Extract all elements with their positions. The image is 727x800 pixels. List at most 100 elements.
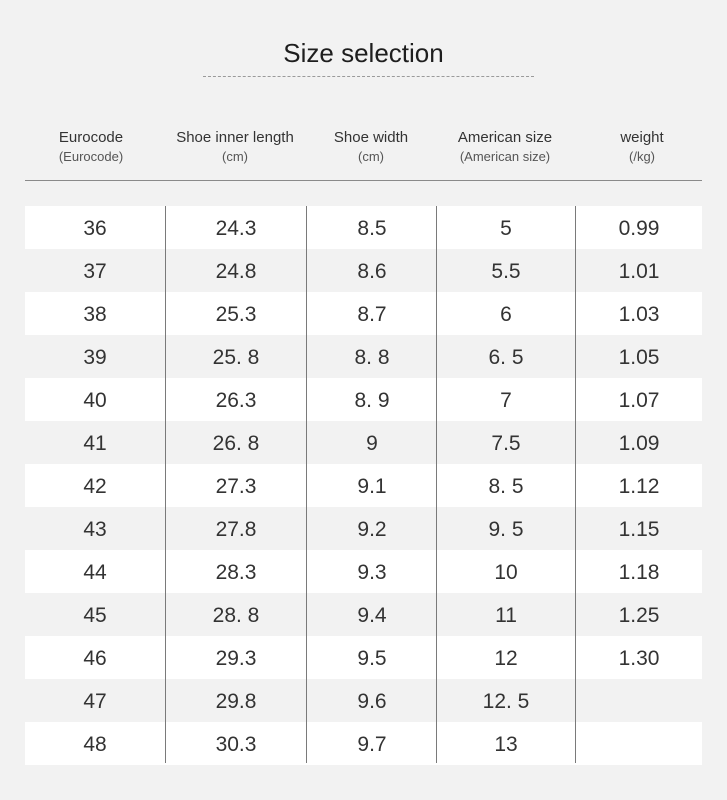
- shoe-width-cell: 9.5: [357, 647, 387, 670]
- table-header: Eurocode (Eurocode) Shoe inner length (c…: [25, 128, 702, 172]
- eurocode-cell: 46: [83, 647, 107, 670]
- eurocode-cell: 47: [83, 690, 107, 713]
- table-row: 40 26.3 8. 9 7 1.07: [25, 378, 702, 421]
- inner-length-cell: 28. 8: [212, 604, 260, 627]
- american-size-cell: 7: [500, 389, 512, 412]
- inner-length-cell: 26. 8: [212, 432, 260, 455]
- header-weight-label: weight: [620, 129, 664, 146]
- eurocode-cell: 40: [83, 389, 107, 412]
- weight-cell: [576, 722, 702, 765]
- american-size-cell: 12: [494, 647, 518, 670]
- column-divider: [306, 206, 307, 763]
- header-eurocode: Eurocode (Eurocode): [25, 128, 157, 166]
- table-row: 48 30.3 9.7 13: [25, 722, 702, 765]
- inner-length-cell: 24.3: [215, 217, 257, 240]
- table-row: 41 26. 8 9 7.5 1.09: [25, 421, 702, 464]
- inner-length-cell: 24.8: [215, 260, 257, 283]
- eurocode-cell: 36: [83, 217, 107, 240]
- table-row: 36 24.3 8.5 5 0.99: [25, 206, 702, 249]
- header-american-size: American size (American size): [436, 128, 574, 166]
- column-divider: [575, 206, 576, 763]
- size-table: 36 24.3 8.5 5 0.99 37 24.8 8.6 5.5 1.01 38 25.3 8.7 6…: [25, 206, 702, 765]
- american-size-cell: 12. 5: [482, 690, 530, 713]
- table-row: 37 24.8 8.6 5.5 1.01: [25, 249, 702, 292]
- eurocode-cell: 39: [83, 346, 107, 369]
- title-divider: [203, 76, 534, 77]
- weight-cell: 1.09: [618, 432, 660, 455]
- header-eurocode-sub: (Eurocode): [58, 149, 124, 164]
- header-american-size-label: American size: [457, 129, 553, 146]
- column-divider: [165, 206, 166, 763]
- inner-length-cell: 25. 8: [212, 346, 260, 369]
- eurocode-cell: 44: [83, 561, 107, 584]
- shoe-width-cell: 8.5: [357, 217, 387, 240]
- eurocode-cell: 41: [83, 432, 107, 455]
- weight-cell: 0.99: [618, 217, 660, 240]
- eurocode-cell: 37: [83, 260, 107, 283]
- american-size-cell: 9. 5: [488, 518, 524, 541]
- header-shoe-width: Shoe width (cm): [306, 128, 436, 166]
- weight-cell: 1.30: [618, 647, 660, 670]
- eurocode-cell: 42: [83, 475, 107, 498]
- weight-cell: 1.18: [618, 561, 660, 584]
- american-size-cell: 5.5: [491, 260, 521, 283]
- weight-cell: 1.05: [618, 346, 660, 369]
- page-title: Size selection: [283, 38, 444, 68]
- shoe-width-cell: 9: [366, 432, 378, 455]
- inner-length-cell: 27.8: [215, 518, 257, 541]
- inner-length-cell: 25.3: [215, 303, 257, 326]
- column-divider: [436, 206, 437, 763]
- shoe-width-cell: 9.3: [357, 561, 387, 584]
- table-row: 39 25. 8 8. 8 6. 5 1.05: [25, 335, 702, 378]
- header-weight-sub: (/kg): [629, 149, 655, 164]
- table-row: 38 25.3 8.7 6 1.03: [25, 292, 702, 335]
- table-row: 42 27.3 9.1 8. 5 1.12: [25, 464, 702, 507]
- weight-cell: 1.07: [618, 389, 660, 412]
- header-inner-length-label: Shoe inner length: [176, 129, 294, 146]
- inner-length-cell: 28.3: [215, 561, 257, 584]
- header-shoe-width-sub: (cm): [358, 149, 384, 164]
- header-divider: [25, 180, 702, 181]
- eurocode-cell: 38: [83, 303, 107, 326]
- american-size-cell: 11: [495, 604, 517, 627]
- shoe-width-cell: 9.2: [357, 518, 387, 541]
- inner-length-cell: 27.3: [215, 475, 257, 498]
- american-size-cell: 6: [500, 303, 512, 326]
- american-size-cell: 10: [494, 561, 518, 584]
- weight-cell: 1.25: [618, 604, 660, 627]
- header-inner-length: Shoe inner length (cm): [165, 128, 305, 166]
- shoe-width-cell: 9.1: [357, 475, 387, 498]
- header-eurocode-label: Eurocode: [58, 129, 124, 146]
- header-weight: weight (/kg): [575, 128, 709, 166]
- american-size-cell: 8. 5: [488, 475, 524, 498]
- shoe-width-cell: 8. 8: [354, 346, 390, 369]
- american-size-cell: 6. 5: [488, 346, 524, 369]
- inner-length-cell: 30.3: [215, 733, 257, 756]
- table-row: 43 27.8 9.2 9. 5 1.15: [25, 507, 702, 550]
- header-american-size-sub: (American size): [459, 149, 551, 164]
- inner-length-cell: 26.3: [215, 389, 257, 412]
- weight-cell: 1.01: [618, 260, 660, 283]
- american-size-cell: 13: [494, 733, 518, 756]
- shoe-width-cell: 8.7: [357, 303, 387, 326]
- weight-cell: 1.03: [618, 303, 660, 326]
- weight-cell: 1.15: [618, 518, 660, 541]
- shoe-width-cell: 9.6: [357, 690, 387, 713]
- shoe-width-cell: 9.4: [357, 604, 387, 627]
- eurocode-cell: 43: [83, 518, 107, 541]
- table-row: 47 29.8 9.6 12. 5: [25, 679, 702, 722]
- weight-cell: [576, 679, 702, 722]
- shoe-width-cell: 8. 9: [354, 389, 390, 412]
- american-size-cell: 5: [500, 217, 512, 240]
- shoe-width-cell: 9.7: [357, 733, 387, 756]
- eurocode-cell: 48: [83, 733, 107, 756]
- american-size-cell: 7.5: [491, 432, 521, 455]
- eurocode-cell: 45: [83, 604, 107, 627]
- table-row: 45 28. 8 9.4 11 1.25: [25, 593, 702, 636]
- table-row: 46 29.3 9.5 12 1.30: [25, 636, 702, 679]
- inner-length-cell: 29.3: [215, 647, 257, 670]
- inner-length-cell: 29.8: [215, 690, 257, 713]
- weight-cell: 1.12: [618, 475, 660, 498]
- shoe-width-cell: 8.6: [357, 260, 387, 283]
- table-row: 44 28.3 9.3 10 1.18: [25, 550, 702, 593]
